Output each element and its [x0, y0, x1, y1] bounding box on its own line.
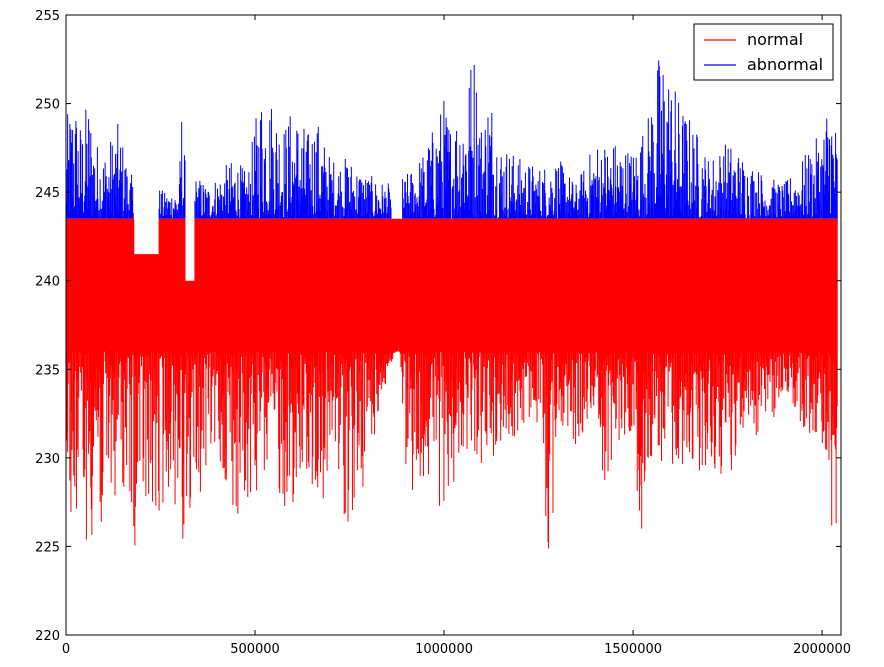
x-tick-label: 0 [62, 642, 70, 657]
y-tick-label: 240 [35, 275, 60, 290]
legend: normal abnormal [693, 23, 834, 81]
legend-label-abnormal: abnormal [747, 55, 823, 74]
x-tick-label: 500000 [230, 642, 280, 657]
axes-layer: 0 500000 1000000 1500000 2000000 220 225 230 235… [35, 9, 851, 657]
series-line-normal [66, 218, 838, 549]
y-tick-label: 230 [35, 452, 60, 467]
x-tick-label: 2000000 [793, 642, 851, 657]
y-tick-label: 245 [35, 186, 60, 201]
plot-area-frame [65, 14, 842, 636]
legend-label-normal: normal [747, 30, 803, 49]
legend-box [693, 23, 834, 81]
y-tick-label: 235 [35, 363, 60, 378]
series-line-abnormal [66, 60, 838, 219]
x-tick-label: 1500000 [604, 642, 662, 657]
series-layer [66, 60, 838, 549]
y-tick-label: 225 [35, 540, 60, 555]
y-tick-label: 250 [35, 98, 60, 113]
y-tick-label: 255 [35, 9, 60, 24]
y-tick-label: 220 [35, 629, 60, 644]
x-tick-label: 1000000 [415, 642, 473, 657]
